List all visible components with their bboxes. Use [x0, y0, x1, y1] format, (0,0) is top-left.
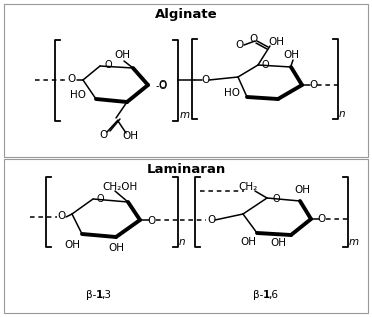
- Text: OH: OH: [240, 237, 256, 247]
- Text: CH₂: CH₂: [238, 182, 258, 192]
- Text: OH: OH: [114, 50, 130, 60]
- Text: m: m: [180, 110, 190, 120]
- Text: OH: OH: [108, 243, 124, 253]
- Text: OH: OH: [64, 240, 80, 250]
- Text: β-: β-: [253, 290, 263, 300]
- Text: n: n: [179, 237, 186, 247]
- Text: -O: -O: [156, 81, 168, 91]
- Text: O: O: [68, 74, 76, 84]
- Text: O: O: [104, 60, 112, 70]
- Text: 1: 1: [96, 290, 103, 300]
- Text: HO: HO: [224, 88, 240, 98]
- Text: O: O: [272, 194, 280, 204]
- Text: O: O: [58, 211, 66, 221]
- Text: O: O: [201, 75, 209, 85]
- Text: ,6: ,6: [268, 290, 278, 300]
- Text: OH: OH: [294, 185, 310, 195]
- Text: OH: OH: [122, 131, 138, 141]
- FancyBboxPatch shape: [4, 159, 368, 313]
- Text: 1: 1: [263, 290, 270, 300]
- Text: O: O: [261, 60, 269, 70]
- Text: O: O: [158, 80, 166, 90]
- Text: O: O: [96, 194, 104, 204]
- Text: Laminaran: Laminaran: [146, 163, 226, 176]
- Text: Alginate: Alginate: [155, 8, 217, 21]
- Text: n: n: [339, 109, 346, 119]
- Text: O: O: [207, 215, 215, 225]
- Text: O: O: [148, 216, 156, 226]
- Text: O: O: [236, 40, 244, 50]
- Text: m: m: [349, 237, 359, 247]
- Text: O: O: [99, 130, 107, 140]
- Text: CH₂OH: CH₂OH: [102, 182, 138, 192]
- Text: OH: OH: [270, 238, 286, 248]
- Text: O: O: [250, 34, 258, 44]
- Text: β-: β-: [86, 290, 96, 300]
- Text: OH: OH: [268, 37, 284, 47]
- Text: O: O: [309, 80, 317, 90]
- Text: HO: HO: [70, 90, 86, 100]
- Text: ,3: ,3: [101, 290, 111, 300]
- FancyBboxPatch shape: [4, 4, 368, 157]
- Text: OH: OH: [283, 50, 299, 60]
- Text: O: O: [318, 214, 326, 224]
